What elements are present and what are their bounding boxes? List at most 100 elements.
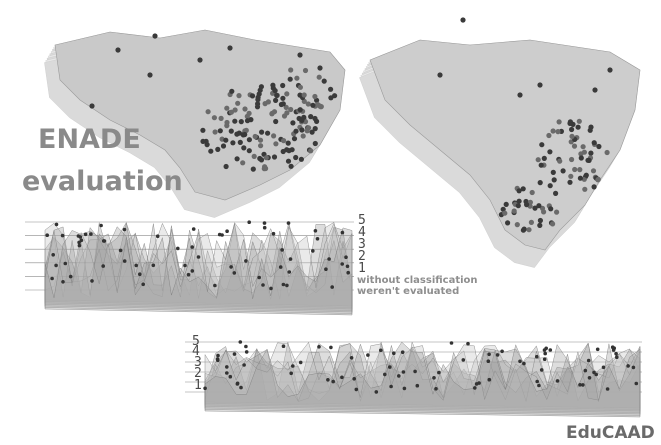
ribbon-dot [79, 238, 84, 243]
bottom-level-5: 5 [192, 334, 200, 349]
institution-dot [290, 120, 296, 126]
ribbon-dot [477, 381, 481, 385]
institution-dot [526, 227, 532, 233]
institution-dot [197, 57, 203, 63]
ribbon-dot [366, 353, 370, 357]
institution-dot [258, 143, 264, 149]
institution-dot [288, 106, 294, 113]
ribbon-dot [122, 227, 127, 232]
ribbon-dot [216, 358, 220, 363]
institution-dot [557, 158, 563, 164]
institution-dot [227, 45, 233, 51]
ribbon-dot [324, 267, 328, 272]
ribbon-dot [345, 264, 350, 269]
institution-dot [546, 132, 552, 139]
institution-dot [232, 118, 238, 124]
institution-dot [575, 124, 581, 130]
institution-dot [297, 107, 303, 113]
institution-dot [607, 67, 613, 73]
institution-dot [285, 140, 291, 146]
ribbon-layer [44, 226, 353, 316]
top-level-2: 2 [358, 249, 366, 264]
institution-dot [569, 126, 575, 133]
ribbon-dot [101, 264, 105, 268]
institution-dot [218, 115, 224, 121]
top-level-5: 5 [358, 213, 366, 228]
institution-dot [115, 47, 121, 53]
institution-dot [569, 133, 575, 139]
ribbon-dot [176, 246, 180, 251]
ribbon-dot [261, 283, 265, 287]
ribbon-dot [281, 344, 286, 349]
ribbon-dot [51, 253, 55, 257]
institution-dot [578, 155, 584, 161]
institution-dot [224, 105, 230, 111]
institution-dot [257, 137, 264, 143]
institution-dot [89, 103, 95, 109]
institution-dot [200, 127, 206, 133]
institution-dot [516, 198, 522, 204]
institution-dot [571, 143, 578, 149]
institution-dot [537, 180, 543, 186]
institution-dot [437, 72, 443, 78]
ribbon-dot [379, 348, 383, 353]
ribbon-layer [204, 341, 641, 418]
institution-dot [588, 150, 594, 156]
ribbon-dot [247, 220, 251, 224]
institution-dot [576, 118, 582, 124]
institution-dot [568, 173, 574, 179]
ribbon-dot [402, 386, 407, 391]
institution-dot [238, 119, 244, 125]
ribbon-dot [77, 240, 81, 245]
institution-dot [228, 128, 234, 134]
institution-dot [240, 160, 246, 166]
ribbon-dot [90, 279, 94, 283]
institution-dot [547, 183, 553, 189]
ribbon-dot [466, 341, 470, 346]
institution-dot [500, 206, 506, 212]
institution-dot [272, 88, 278, 94]
ribbon-layer [204, 346, 641, 412]
institution-dot [515, 203, 521, 209]
ribbon-dot [54, 222, 59, 227]
ribbon-dot [374, 390, 379, 394]
institution-dot [235, 100, 241, 106]
institution-dot [551, 177, 557, 183]
ribbon-dot [352, 377, 357, 381]
ribbon-dot [225, 365, 229, 369]
ribbon-dot [397, 374, 401, 378]
institution-dot [246, 110, 252, 116]
institution-dot [541, 209, 547, 215]
ribbon-dot [495, 353, 500, 357]
institution-dot [280, 148, 286, 155]
ribbon-dot [317, 345, 321, 349]
institution-dot [591, 140, 597, 146]
institution-dot [587, 127, 593, 133]
institution-dot [517, 92, 523, 98]
institution-dot [251, 153, 257, 159]
ribbon-dot [280, 248, 284, 252]
ribbon-dot [269, 286, 273, 291]
institution-dot [250, 166, 256, 172]
ribbon-dot [191, 227, 196, 231]
institution-dot [548, 206, 554, 212]
institution-dot [577, 175, 584, 181]
institution-dot [590, 168, 597, 174]
ribbon-dot [286, 221, 291, 225]
institution-dot [516, 188, 522, 194]
ribbon-dot [232, 352, 237, 356]
brazil-map-right [359, 17, 641, 268]
institution-dot [583, 172, 589, 178]
ribbon-dot [235, 382, 240, 386]
institution-dot [538, 162, 544, 168]
ribbon-dot [183, 263, 187, 268]
institution-dot [273, 97, 279, 103]
institution-dot [217, 128, 223, 134]
institution-dot [318, 104, 324, 110]
ribbon-dot [401, 370, 406, 374]
ribbon-dot [518, 359, 522, 364]
ribbon-dot [327, 257, 331, 261]
institution-dot [528, 219, 535, 225]
institution-dot [204, 142, 210, 148]
